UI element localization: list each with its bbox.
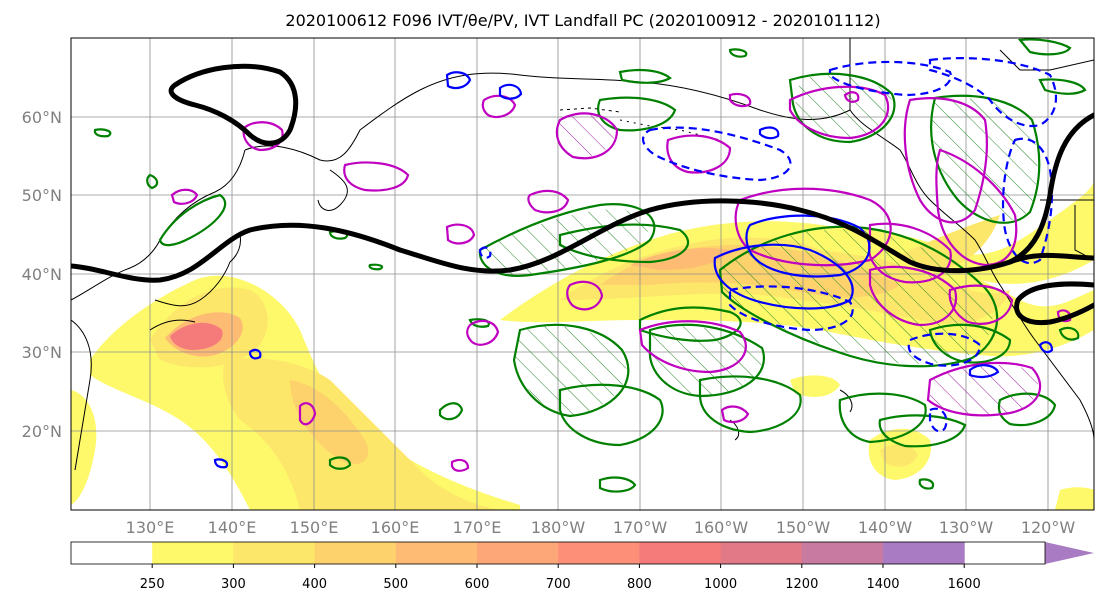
colorbar-tick-label: 250: [140, 577, 165, 592]
colorbar-cell: [558, 542, 640, 564]
lat-label: 40°N: [22, 265, 62, 284]
colorbar-extend-arrow: [1045, 542, 1094, 564]
colorbar-tick-label: 1000: [704, 577, 737, 592]
reference-contour: [71, 63, 1094, 326]
colorbar-cell: [152, 542, 234, 564]
lon-label: 170°W: [613, 518, 668, 537]
lon-label: 150°E: [290, 518, 339, 537]
colorbar-cell: [395, 542, 478, 564]
colorbar-labels: 250 300 400 500 600 700 800 1000 1200 1400 1600: [140, 564, 981, 592]
lon-label: 180°W: [531, 518, 586, 537]
lon-label: 160°W: [694, 518, 749, 537]
colorbar-tick-label: 300: [221, 577, 246, 592]
colorbar-tick-label: 500: [383, 577, 408, 592]
colorbar-cell: [477, 542, 559, 564]
blue-dashed-contours: [478, 57, 1058, 433]
colorbar-cell: [720, 542, 803, 564]
lat-label: 60°N: [22, 108, 62, 127]
colorbar-cell: [801, 542, 884, 564]
colorbar-tick-label: 1200: [785, 577, 818, 592]
colorbar-tick-label: 400: [302, 577, 327, 592]
colorbar-cells: [71, 542, 965, 564]
lon-label: 140°E: [208, 518, 257, 537]
lat-label: 20°N: [22, 422, 62, 441]
lat-label: 50°N: [22, 186, 62, 205]
lon-label: 160°E: [371, 518, 420, 537]
lon-label: 130°E: [126, 518, 175, 537]
map-panel: [71, 38, 1094, 510]
lon-label: 140°W: [858, 518, 913, 537]
magenta-contours: [170, 85, 1072, 472]
lon-label: 170°E: [453, 518, 502, 537]
colorbar: 250 300 400 500 600 700 800 1000 1200 1400 1600: [70, 541, 1094, 592]
lat-label: 30°N: [22, 343, 62, 362]
colorbar-cell: [883, 542, 965, 564]
colorbar-tick-label: 1400: [866, 577, 899, 592]
map-title: 2020100612 F096 IVT/θe/PV, IVT Landfall …: [285, 11, 880, 30]
colorbar-tick-label: 700: [546, 577, 571, 592]
colorbar-cell: [639, 542, 722, 564]
green-contours: [93, 38, 1087, 493]
colorbar-tick-label: 600: [465, 577, 490, 592]
lon-label: 150°W: [776, 518, 831, 537]
lon-label: 120°W: [1021, 518, 1076, 537]
lon-label: 130°W: [939, 518, 994, 537]
map-frame: [70, 37, 1095, 511]
colorbar-cell: [233, 542, 316, 564]
colorbar-cell: [71, 542, 153, 564]
longitude-labels: 130°E 140°E 150°E 160°E 170°E 180°W 170°…: [126, 518, 1076, 537]
latitude-labels: 60°N 50°N 40°N 30°N 20°N: [22, 108, 62, 441]
colorbar-tick-label: 1600: [948, 577, 981, 592]
colorbar-tick-label: 800: [627, 577, 652, 592]
colorbar-cell: [314, 542, 397, 564]
